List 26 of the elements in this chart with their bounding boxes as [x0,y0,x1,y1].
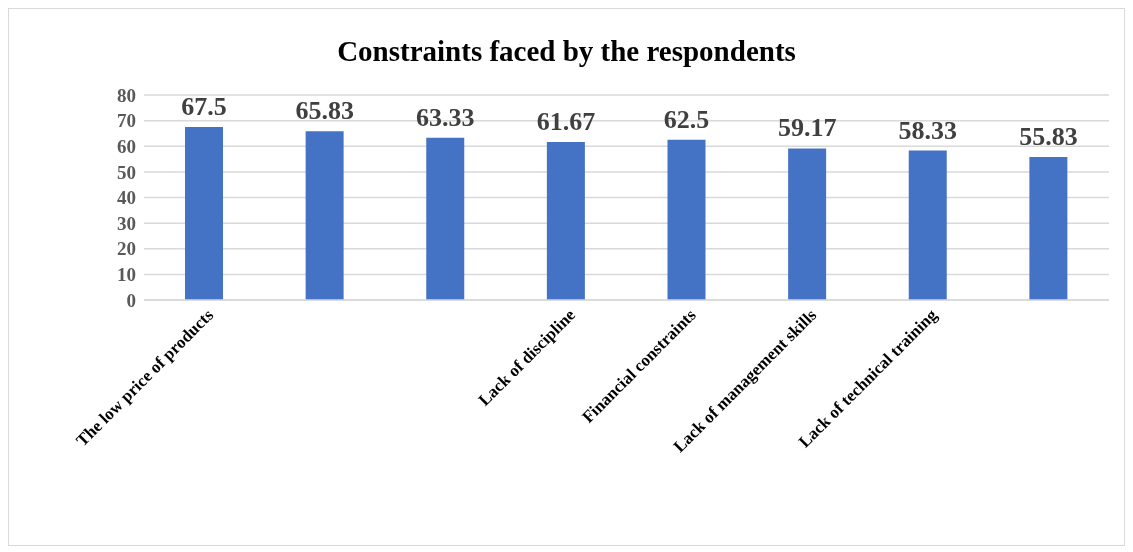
data-label: 65.83 [295,96,354,126]
bar [426,137,465,300]
chart-title: Constraints faced by the respondents [336,35,797,69]
y-tick-label: 30 [117,212,136,234]
y-tick-label: 60 [117,135,136,157]
bar [546,141,585,300]
bar [667,139,706,300]
y-tick-label: 80 [117,84,136,106]
y-tick-label: 0 [126,289,136,311]
bar [185,127,223,300]
data-label: 55.83 [1019,121,1078,151]
y-tick-label: 50 [117,161,136,183]
data-label: 58.33 [898,115,957,145]
bar [1029,156,1068,300]
data-label: 63.33 [416,102,475,132]
data-label: 59.17 [777,113,837,143]
y-tick-label: 40 [117,187,136,209]
y-tick-label: 70 [117,110,136,132]
bar [788,148,827,300]
data-label: 61.67 [536,106,596,136]
bar [908,150,947,300]
data-label: 67.5 [181,92,227,122]
y-tick-label: 20 [117,238,136,260]
bar [305,131,344,300]
y-tick-label: 10 [117,264,136,286]
data-label: 62.5 [663,104,710,134]
